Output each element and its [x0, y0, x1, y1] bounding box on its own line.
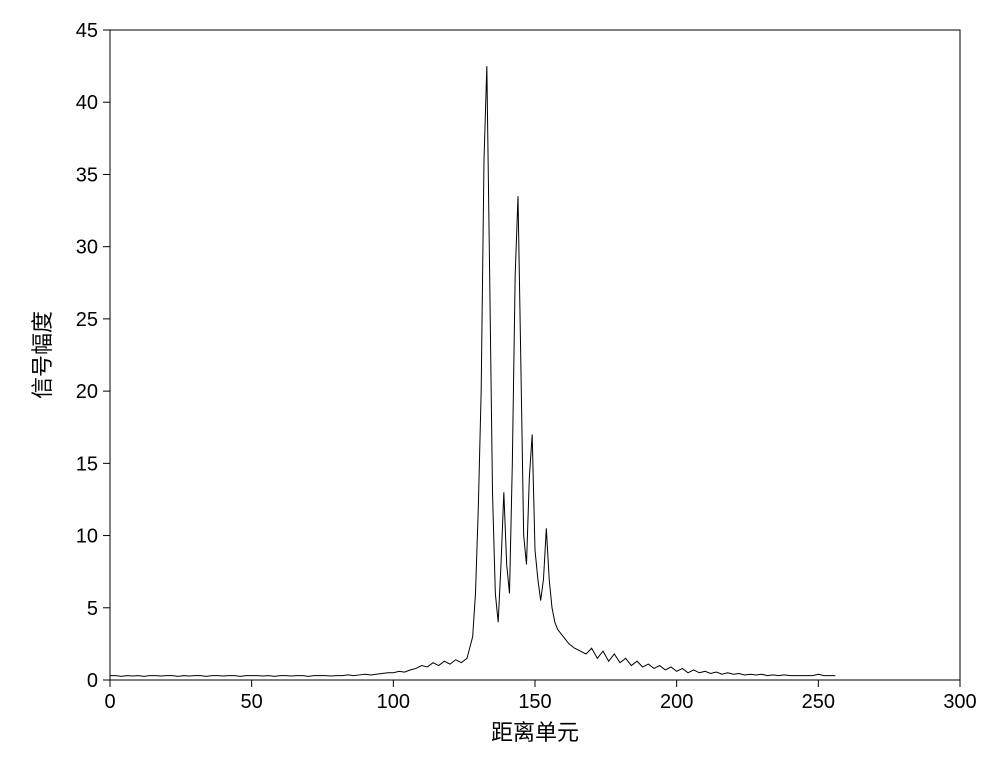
y-tick-label: 35: [76, 164, 98, 186]
plot-border: [110, 30, 960, 680]
y-tick-label: 45: [76, 20, 98, 42]
x-tick-label: 250: [802, 691, 835, 713]
x-tick-label: 100: [377, 691, 410, 713]
x-tick-label: 300: [943, 691, 976, 713]
chart-svg: 0 50 100 150 200 250 300 0 5 10 15 20 25 30 35 40 45 距离单元…: [0, 0, 1000, 771]
x-tick-label: 50: [241, 691, 263, 713]
y-tick-label: 25: [76, 309, 98, 331]
signal-amplitude-chart: 0 50 100 150 200 250 300 0 5 10 15 20 25 30 35 40 45 距离单元…: [0, 0, 1000, 771]
x-tick-label: 200: [660, 691, 693, 713]
y-tick-label: 0: [87, 670, 98, 692]
y-tick-label: 40: [76, 92, 98, 114]
y-tick-label: 30: [76, 237, 98, 259]
y-tick-label: 20: [76, 381, 98, 403]
x-tick-label: 150: [518, 691, 551, 713]
y-axis-label: 信号幅度: [30, 311, 55, 399]
y-tick-label: 15: [76, 453, 98, 475]
x-axis-label: 距离单元: [491, 720, 579, 745]
y-tick-label: 5: [87, 598, 98, 620]
x-tick-label: 0: [104, 691, 115, 713]
signal-line: [110, 66, 835, 676]
y-tick-label: 10: [76, 526, 98, 548]
